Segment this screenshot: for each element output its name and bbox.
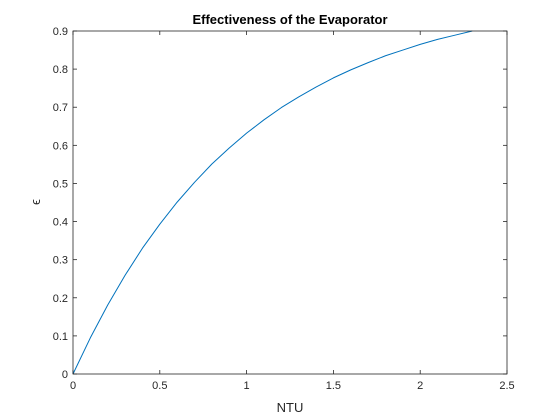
x-tick-label: 1.5 [326, 380, 341, 392]
x-axis-title: NTU [277, 400, 304, 415]
chart-title: Effectiveness of the Evaporator [192, 12, 387, 27]
y-tick-label: 0.4 [53, 217, 68, 229]
x-tick-label: 2.5 [499, 380, 514, 392]
series-layer [72, 30, 473, 375]
x-tick-label: 0.5 [152, 380, 167, 392]
axes-box [72, 30, 508, 375]
y-tick-label: 0.7 [53, 102, 68, 114]
plot-area [73, 31, 507, 374]
y-tick-label: 0.2 [53, 293, 68, 305]
y-tick-label: 0.1 [53, 331, 68, 343]
y-tick-label: 0.6 [53, 140, 68, 152]
x-tick-label: 0 [70, 380, 76, 392]
x-tick-label: 2 [417, 380, 423, 392]
ticks-layer: 0 0.5 1 1.5 2 2.5 0 0.1 0.2 0.3 0.4 0.5 0.6 0.7 0.8 0.9 [53, 26, 515, 392]
y-tick-label: 0.3 [53, 255, 68, 267]
y-axis-title: ϵ [28, 199, 43, 205]
x-tick-label: 1 [244, 380, 250, 392]
series-line [72, 30, 473, 375]
y-tick-label: 0 [62, 369, 68, 381]
y-tick-label: 0.5 [53, 178, 68, 190]
y-tick-label: 0.9 [53, 26, 68, 38]
y-tick-label: 0.8 [53, 64, 68, 76]
